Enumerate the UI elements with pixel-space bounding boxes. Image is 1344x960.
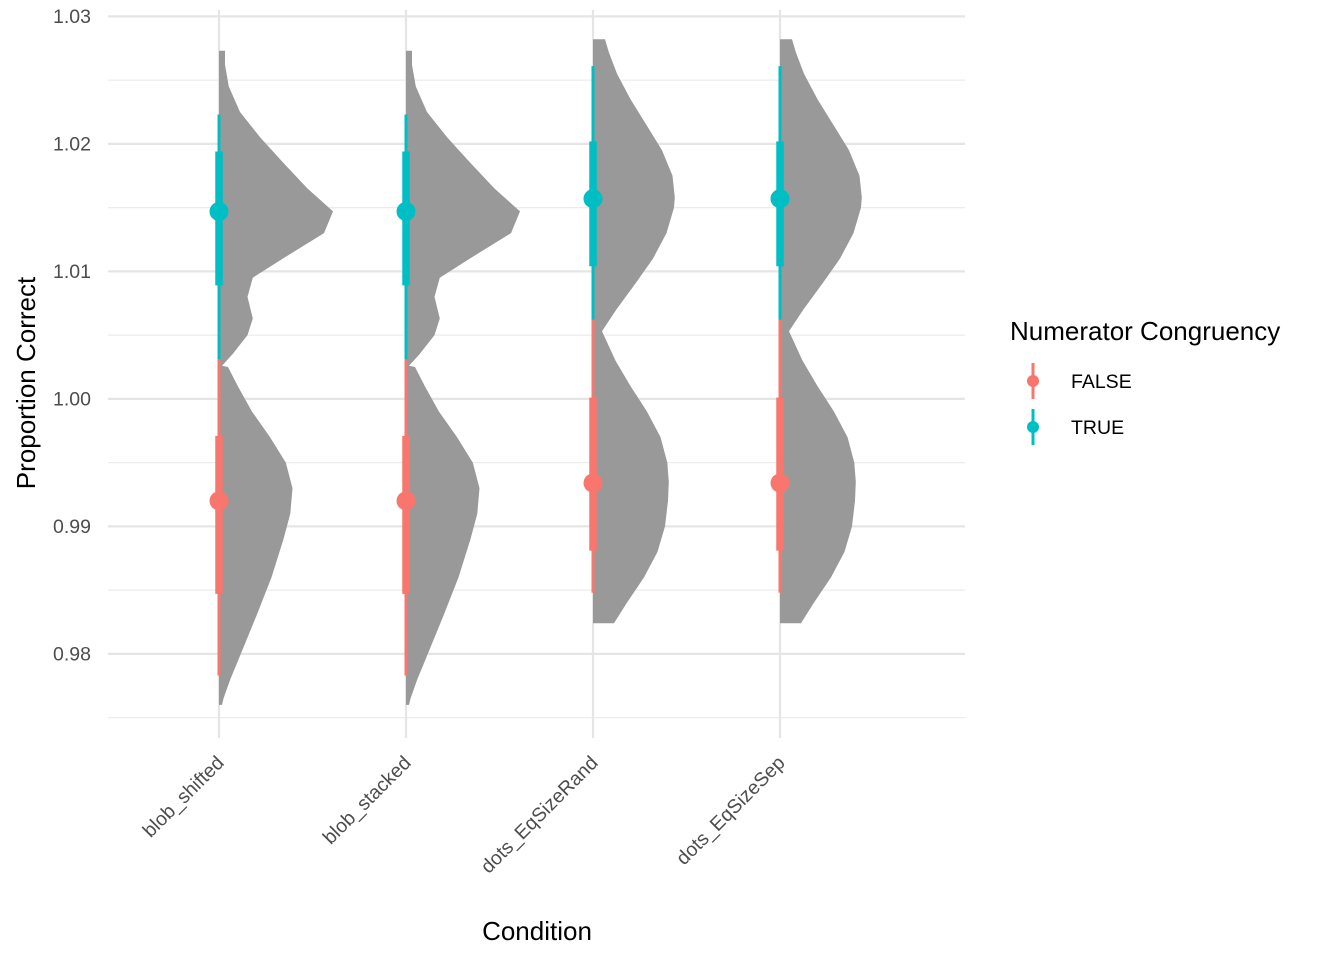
interval-layer xyxy=(209,66,790,676)
median-point-false xyxy=(583,473,603,493)
median-point-true xyxy=(396,201,416,221)
y-tick-label: 0.99 xyxy=(53,516,91,538)
density-blob_shifted xyxy=(219,50,333,705)
x-tick-label: dots_EqSizeRand xyxy=(477,752,603,878)
x-axis-title: Condition xyxy=(482,916,592,946)
legend-entries: FALSE TRUE xyxy=(1027,363,1132,445)
median-point-false xyxy=(209,491,229,511)
x-tick-label: dots_EqSizeSep xyxy=(672,752,790,870)
legend: Numerator Congruency FALSE TRUE xyxy=(1010,316,1280,445)
legend-label: FALSE xyxy=(1071,371,1132,393)
density-blob_stacked xyxy=(406,50,520,705)
legend-key-point xyxy=(1027,421,1039,433)
y-axis-title: Proportion Correct xyxy=(11,276,41,489)
y-tick-label: 1.00 xyxy=(53,388,91,410)
median-point-true xyxy=(583,189,603,209)
median-point-true xyxy=(209,201,229,221)
legend-label: TRUE xyxy=(1071,417,1124,439)
y-tick-label: 1.01 xyxy=(53,261,91,283)
median-point-false xyxy=(770,473,790,493)
x-tick-label: blob_stacked xyxy=(319,752,416,849)
median-point-false xyxy=(396,491,416,511)
x-axis-tick-labels: blob_shifted blob_stacked dots_EqSizeRand d… xyxy=(139,752,790,878)
y-axis-tick-labels: 0.98 0.99 1.00 1.01 1.02 1.03 xyxy=(53,6,91,665)
y-tick-label: 0.98 xyxy=(53,643,91,665)
legend-entry-false: FALSE xyxy=(1027,363,1132,399)
density-dots_EqSizeRand xyxy=(593,39,675,624)
density-layer xyxy=(219,39,862,705)
x-tick-label: blob_shifted xyxy=(139,752,229,842)
legend-entry-true: TRUE xyxy=(1027,409,1124,445)
legend-key-point xyxy=(1027,375,1039,387)
y-tick-label: 1.03 xyxy=(53,6,91,28)
y-tick-label: 1.02 xyxy=(53,133,91,155)
density-dots_EqSizeSep xyxy=(780,39,862,624)
legend-title: Numerator Congruency xyxy=(1010,316,1280,346)
median-point-true xyxy=(770,189,790,209)
